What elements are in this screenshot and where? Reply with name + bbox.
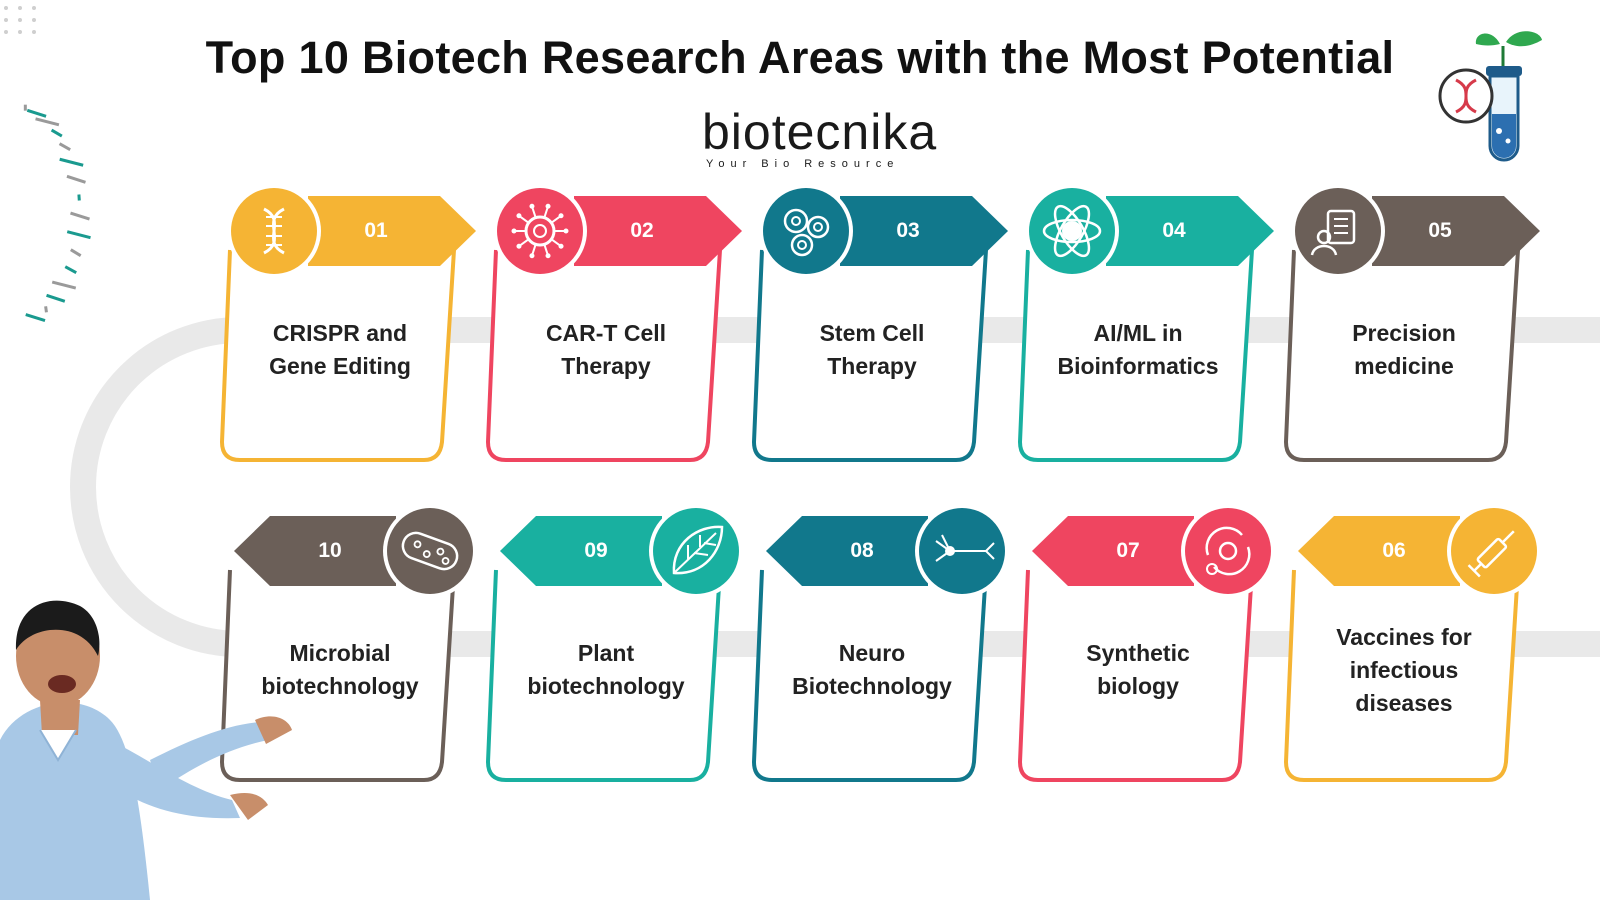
card-outline [1018, 249, 1254, 462]
number-band [1106, 196, 1274, 266]
card-outline [220, 249, 456, 462]
area-label-10: Microbial biotechnology [261, 640, 419, 699]
number-band [500, 516, 662, 586]
number-band [840, 196, 1008, 266]
area-number-06: 06 [1382, 539, 1406, 562]
area-number-03: 03 [896, 219, 920, 242]
area-label-08: Neuro Biotechnology [792, 640, 952, 699]
bacterium-icon [401, 531, 459, 571]
medical-record-icon [1310, 209, 1356, 256]
card-outline [1018, 569, 1254, 782]
icon-circle [497, 188, 583, 274]
area-number-10: 10 [318, 539, 342, 562]
synthetic-cycle-icon [1205, 526, 1251, 576]
stem-cells-icon [783, 208, 830, 257]
number-band [308, 196, 476, 266]
number-band [766, 516, 928, 586]
area-number-07: 07 [1116, 539, 1140, 562]
area-number-01: 01 [364, 219, 388, 242]
dna-helix-decoration [23, 104, 91, 322]
area-label-01: CRISPR and Gene Editing [269, 320, 411, 379]
test-tube-icon [1438, 31, 1542, 162]
icon-circle [1451, 508, 1537, 594]
card-outline [486, 249, 722, 462]
area-number-02: 02 [630, 219, 654, 242]
area-label-05: Precision medicine [1352, 320, 1456, 379]
icon-circle [1185, 508, 1271, 594]
card-outline [1284, 249, 1520, 462]
ai-atom-icon [1042, 204, 1102, 258]
area-number-09: 09 [584, 539, 608, 562]
card-outline [752, 569, 988, 782]
leaf-icon [672, 525, 724, 575]
biotecnika-logo: biotecnika Your Bio Resource [700, 104, 970, 192]
page-title: Top 10 Biotech Research Areas with the M… [205, 32, 1395, 83]
area-card-06 [1284, 504, 1541, 782]
area-card-02 [486, 184, 742, 462]
area-number-08: 08 [850, 539, 874, 562]
card-outline [486, 569, 722, 782]
area-card-05 [1284, 184, 1540, 462]
number-band [1372, 196, 1540, 266]
research-areas [220, 184, 1541, 782]
dot-pattern [4, 6, 36, 34]
area-card-07 [1018, 504, 1275, 782]
area-card-01 [220, 184, 476, 462]
area-label-06: Vaccines for infectious diseases [1336, 623, 1472, 716]
syringe-icon [1467, 530, 1515, 578]
area-card-09 [486, 504, 743, 782]
dna-icon [263, 207, 285, 255]
area-card-04 [1018, 184, 1274, 462]
area-card-08 [752, 504, 1009, 782]
logo-tagline: Your Bio Resource [706, 158, 900, 170]
track-path [70, 317, 1600, 657]
number-band [1032, 516, 1194, 586]
area-label-02: CAR-T Cell Therapy [545, 320, 667, 379]
card-outline [1284, 569, 1520, 782]
area-number-05: 05 [1428, 219, 1452, 242]
card-outline [752, 249, 988, 462]
icon-circle [763, 188, 849, 274]
icon-circle [387, 508, 473, 594]
t-cell-icon [511, 203, 569, 259]
area-label-09: Plant biotechnology [527, 640, 685, 699]
presenter-figure [0, 600, 292, 900]
area-label-07: Synthetic biology [1086, 640, 1190, 699]
number-band [1298, 516, 1460, 586]
number-band [234, 516, 396, 586]
area-label-03: Stem Cell Therapy [819, 320, 925, 379]
logo-wordmark: biotecnika [702, 104, 938, 160]
icon-circle [1295, 188, 1381, 274]
neuron-icon [935, 534, 995, 562]
number-band [574, 196, 742, 266]
area-label-04: AI/ML in Bioinformatics [1057, 320, 1219, 379]
area-card-03 [752, 184, 1008, 462]
area-number-04: 04 [1162, 219, 1186, 242]
